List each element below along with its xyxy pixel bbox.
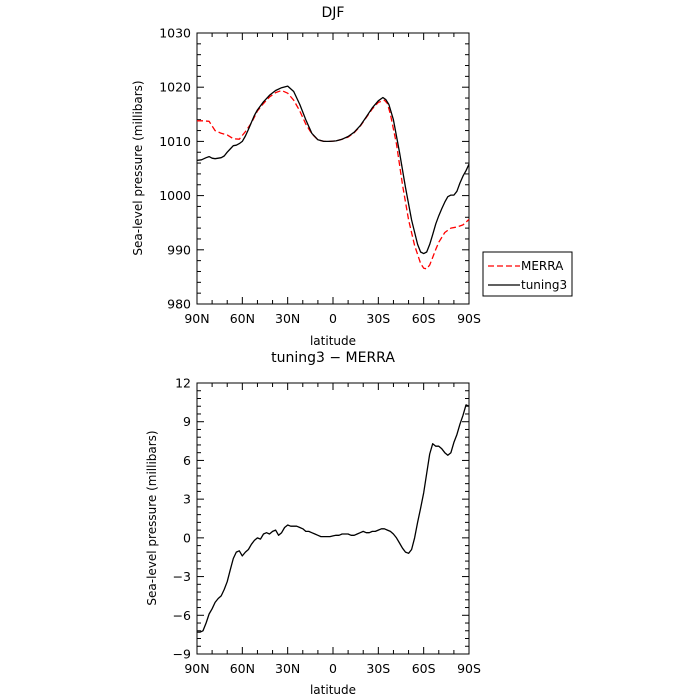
legend-box (482, 251, 573, 297)
y-tick-label: 0 (183, 530, 191, 545)
x-tick-label: 0 (329, 311, 337, 326)
y-tick-label: 3 (183, 492, 191, 507)
series-line-merra (197, 89, 470, 270)
plot-frame (196, 382, 470, 655)
chart-difference: tuning3 − MERRA −9 −6 −3 0 3 6 9 12 90N 60N 30N 0 3… (145, 350, 481, 697)
y-tick-label: 1020 (159, 80, 191, 95)
x-axis-label: latitude (310, 334, 356, 348)
y-tick-label: 990 (167, 242, 191, 257)
chart-title: DJF (322, 5, 345, 21)
x-tick-label: 30N (275, 661, 300, 676)
legend-label-merra: MERRA (521, 259, 564, 273)
x-tick-label: 60N (230, 661, 255, 676)
y-tick-label: −3 (173, 569, 191, 584)
x-tick-label: 60S (412, 311, 436, 326)
x-tick-label: 90S (457, 661, 481, 676)
y-tick-label: −6 (173, 608, 191, 623)
y-tick-label: 6 (183, 453, 191, 468)
x-tick-label: 90N (184, 311, 209, 326)
x-tick-label: 60S (412, 661, 436, 676)
x-tick-label: 30S (366, 661, 390, 676)
y-tick-label: −9 (173, 647, 191, 662)
y-axis-label: Sea-level pressure (millibars) (145, 430, 159, 605)
y-tick-label: 980 (167, 297, 191, 312)
y-axis-label: Sea-level pressure (millibars) (131, 80, 145, 255)
legend-label-tuning3: tuning3 (521, 278, 567, 292)
x-tick-label: 30S (366, 311, 390, 326)
x-tick-label: 30N (275, 311, 300, 326)
x-tick-label: 90S (457, 311, 481, 326)
y-tick-label: 12 (175, 376, 191, 391)
chart-title: tuning3 − MERRA (271, 350, 395, 366)
y-tick-label: 1030 (159, 26, 191, 41)
y-tick-label: 9 (183, 414, 191, 429)
x-tick-label: 60N (230, 311, 255, 326)
x-tick-label: 90N (184, 661, 209, 676)
plot-frame (196, 32, 470, 305)
y-tick-label: 1010 (159, 134, 191, 149)
series-line-tuning3 (196, 85, 470, 255)
chart-djf: DJF 980 990 1000 1010 1020 1030 90N 60N 30N 0 30S… (131, 5, 573, 348)
series-line-tuning3-merra (197, 404, 470, 633)
x-axis-label: latitude (310, 683, 356, 697)
x-tick-label: 0 (329, 661, 337, 676)
y-tick-label: 1000 (159, 188, 191, 203)
legend: MERRA tuning3 (482, 251, 573, 297)
